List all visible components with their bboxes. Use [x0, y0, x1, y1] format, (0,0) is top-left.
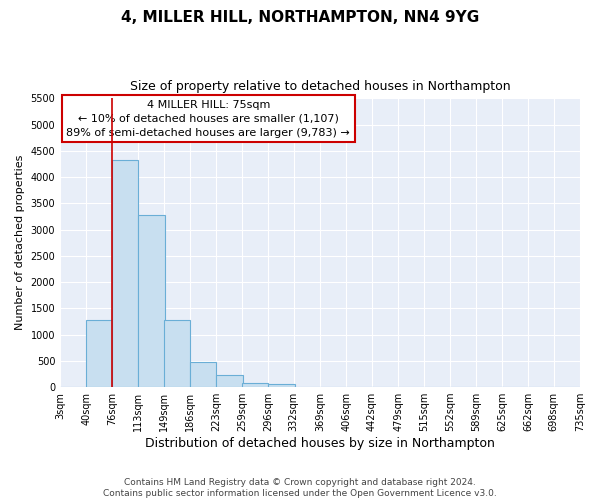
X-axis label: Distribution of detached houses by size in Northampton: Distribution of detached houses by size …: [145, 437, 495, 450]
Text: Contains HM Land Registry data © Crown copyright and database right 2024.
Contai: Contains HM Land Registry data © Crown c…: [103, 478, 497, 498]
Bar: [217, 375, 242, 387]
Bar: [268, 384, 295, 387]
Y-axis label: Number of detached properties: Number of detached properties: [15, 155, 25, 330]
Bar: [190, 362, 217, 387]
Bar: [138, 215, 164, 387]
Bar: [112, 160, 138, 387]
Title: Size of property relative to detached houses in Northampton: Size of property relative to detached ho…: [130, 80, 511, 93]
Bar: [242, 383, 268, 387]
Text: 4 MILLER HILL: 75sqm
← 10% of detached houses are smaller (1,107)
89% of semi-de: 4 MILLER HILL: 75sqm ← 10% of detached h…: [67, 100, 350, 138]
Bar: [164, 320, 190, 387]
Text: 4, MILLER HILL, NORTHAMPTON, NN4 9YG: 4, MILLER HILL, NORTHAMPTON, NN4 9YG: [121, 10, 479, 25]
Bar: [86, 320, 113, 387]
